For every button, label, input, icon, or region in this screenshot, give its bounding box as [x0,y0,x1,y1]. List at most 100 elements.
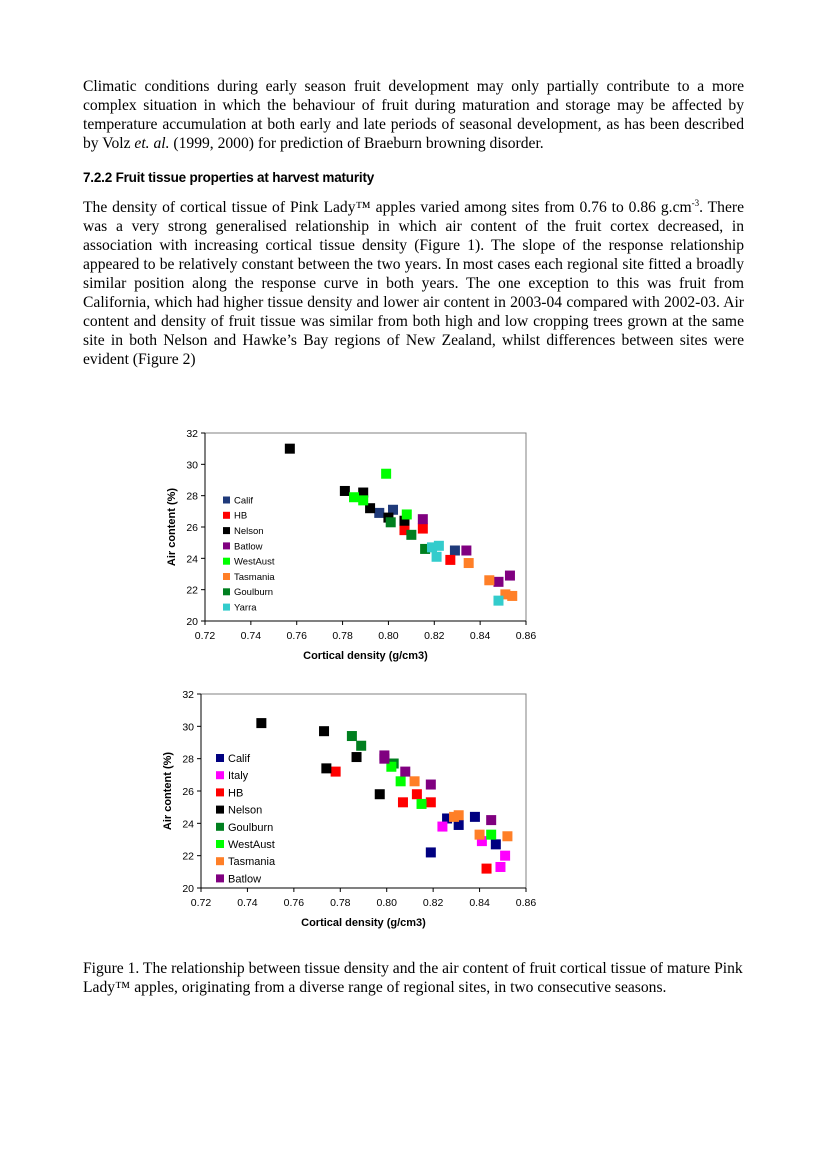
legend-marker [223,542,230,550]
data-point-calif [453,819,464,830]
data-point-nelson [339,485,350,496]
data-point-nelson [374,789,385,800]
data-point-batlow [461,545,472,556]
unit-superscript: -3 [691,198,700,208]
legend-marker [216,857,224,866]
data-point-italy [495,861,506,872]
data-point-batlow [400,766,411,777]
data-point-batlow [425,779,436,790]
data-point-nelson [351,752,362,763]
data-point-tasmania [463,558,474,569]
data-point-tasmania [484,575,495,586]
legend-label: HB [228,787,243,799]
results-text: The density of cortical tissue of Pink L… [83,199,692,217]
legend-marker [216,754,224,762]
legend-marker [216,805,224,814]
data-point-yarra [433,540,444,551]
legend-label: Tasmania [228,856,276,868]
intro-text-end: (1999, 2000) for prediction of Braeburn … [169,135,544,152]
intro-text: Climatic conditions during early season … [83,78,744,152]
y-tick-label: 30 [186,459,198,471]
legend-label: WestAust [234,557,275,568]
plot-area [200,693,527,889]
data-point-batlow [504,570,515,581]
legend-label: Goulburn [234,587,273,598]
x-tick-label: 0.78 [330,897,351,909]
data-point-nelson [365,503,376,514]
legend-marker [216,840,224,848]
y-tick-label: 32 [186,428,198,440]
legend-label: HB [234,511,247,522]
data-point-yarra [431,551,442,562]
data-point-hb [397,797,408,808]
x-tick-label: 0.78 [332,630,353,642]
legend-marker [223,511,230,519]
data-point-calif [374,507,385,518]
data-point-calif [490,839,501,850]
y-tick-label: 26 [182,786,194,798]
data-point-hb [411,789,422,800]
results-paragraph: The density of cortical tissue of Pink L… [83,194,744,369]
legend-marker [223,603,230,611]
x-tick-label: 0.80 [378,630,399,642]
data-point-tasmania [507,590,518,601]
data-point-calif [442,813,453,824]
data-point-batlow [379,753,390,764]
data-point-westaust [381,468,392,479]
data-point-goulburn [385,517,396,528]
data-point-tasmania [474,829,485,840]
data-point-tasmania [409,776,420,787]
data-point-goulburn [420,543,431,554]
x-tick-label: 0.74 [237,897,258,909]
legend-label: Calif [228,753,251,765]
data-point-calif [449,545,460,556]
x-axis-label: Cortical density (g/cm3) [303,650,428,662]
legend-marker [216,822,224,831]
legend-label: Italy [228,770,249,782]
legend-marker [223,496,230,504]
legend-marker [216,874,224,883]
intro-paragraph: Climatic conditions during early season … [83,77,744,153]
legend-marker [216,771,224,780]
data-point-nelson [284,443,295,454]
legend-label: Goulburn [228,822,273,834]
y-tick-label: 30 [182,721,194,733]
data-point-italy [500,850,511,861]
y-tick-label: 22 [182,851,194,863]
legend-label: Batlow [234,541,263,552]
x-tick-label: 0.74 [241,630,262,642]
legend-label: Calif [234,495,253,506]
data-point-batlow [486,815,497,826]
scatter-chart-1: 20 22 24 26 28 30 32 0.72 0.74 0.76 0.78 0.80 0.82 0.… [166,428,537,662]
x-tick-label: 0.86 [516,897,537,909]
legend-marker [223,573,230,580]
legend-marker [223,527,230,535]
y-tick-label: 22 [186,585,198,597]
data-point-tasmania [453,810,464,821]
x-tick-label: 0.86 [516,630,537,642]
legend-marker [216,788,224,797]
plot-area [204,432,527,622]
legend-label: Yarra [234,603,257,614]
data-point-hb [445,554,456,565]
data-point-yarra [426,542,437,553]
y-tick-label: 24 [182,818,194,830]
data-point-hb [425,797,436,808]
x-tick-label: 0.76 [284,897,305,909]
data-point-nelson [256,718,267,729]
data-point-batlow [493,576,504,587]
section-heading: 7.2.2 Fruit tissue properties at harvest… [83,170,375,185]
y-tick-label: 20 [182,883,194,895]
legend-label: Tasmania [234,572,275,583]
data-point-hb [330,766,341,777]
data-point-nelson [358,487,369,498]
data-point-westaust [395,776,406,787]
data-point-hb [481,863,492,874]
intro-citation-italic: et. al. [134,135,170,152]
data-point-westaust [486,829,497,840]
x-tick-label: 0.84 [469,897,490,909]
x-tick-label: 0.72 [195,630,216,642]
scatter-chart-2: 20 22 24 26 28 30 32 0.72 0.74 0.76 0.78 0.80 0.82 0.… [162,689,537,929]
y-tick-label: 20 [186,616,198,628]
y-tick-label: 28 [182,754,194,766]
